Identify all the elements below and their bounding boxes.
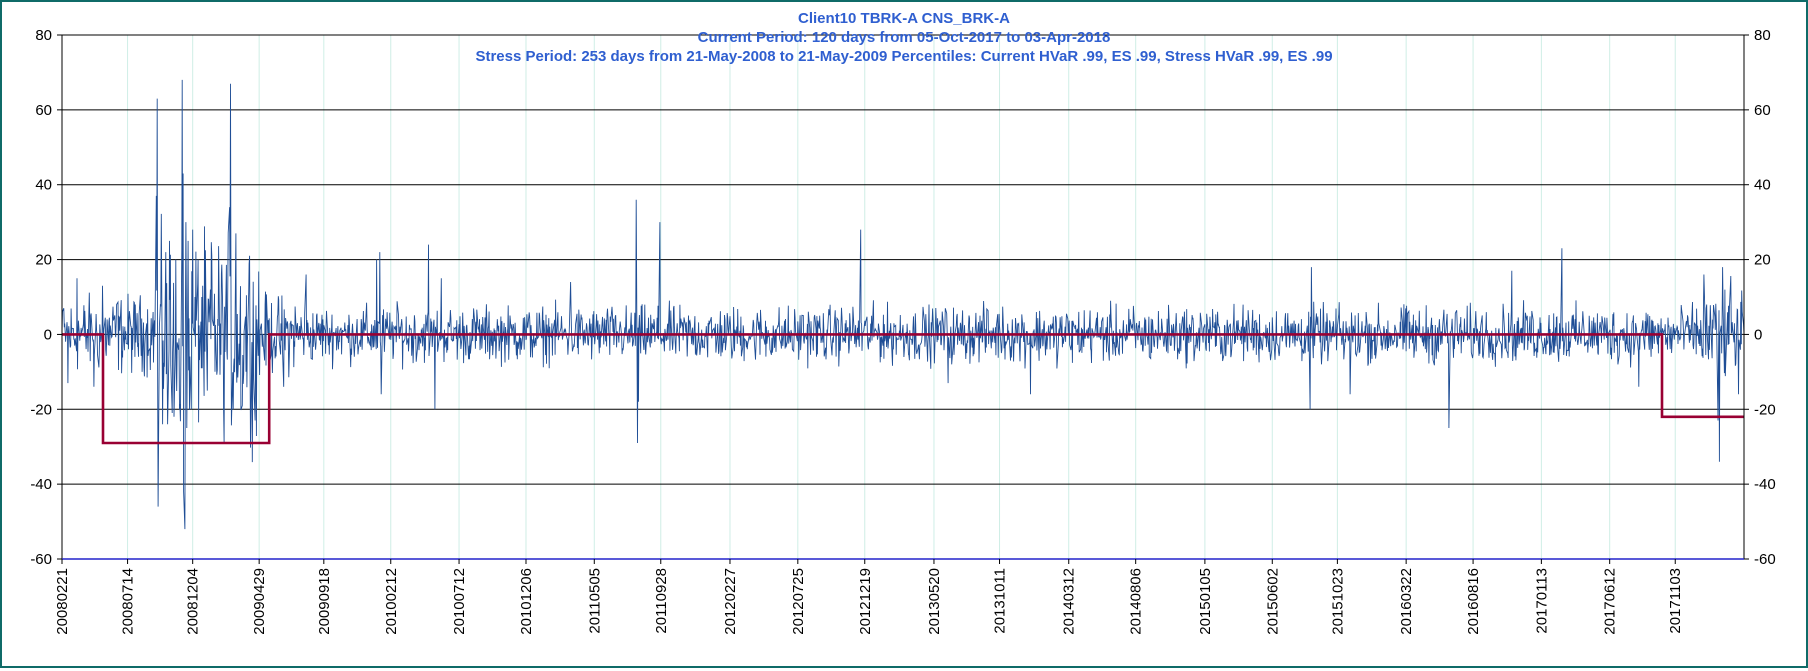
axes	[57, 34, 1749, 564]
x-axis-labels: 20080221 20080714 20081204 20090429 20090918…	[54, 568, 1684, 635]
y-axis-left-labels: -60 -40 -20 0 20 40 60 80	[30, 27, 52, 568]
x-tick-label: 20130520	[926, 568, 943, 635]
x-tick-label: 20110505	[586, 568, 603, 634]
x-tick-label: 20151023	[1329, 568, 1346, 635]
y-tick-label-right: 80	[1754, 27, 1771, 44]
stress-step-series	[62, 333, 1744, 445]
y-tick-label-right: 40	[1754, 177, 1771, 194]
y-tick-label-left: 80	[35, 27, 52, 44]
x-tick-label: 20120227	[722, 568, 739, 635]
x-tick-label: 20100712	[451, 568, 468, 635]
x-tick-label: 20090429	[251, 568, 268, 635]
stress-step-line	[62, 333, 1744, 445]
x-tick-label: 20140806	[1128, 568, 1145, 635]
x-tick-label: 20170612	[1602, 568, 1619, 635]
pnl-line	[61, 79, 1745, 530]
x-tick-label: 20160816	[1465, 568, 1482, 635]
x-tick-label: 20150602	[1264, 568, 1281, 635]
x-tick-label: 20131011	[992, 568, 1009, 634]
y-tick-label-right: -40	[1754, 476, 1776, 493]
x-tick-label: 20110928	[653, 568, 670, 634]
y-tick-label-left: 20	[35, 252, 52, 269]
x-tick-label: 20160322	[1398, 568, 1415, 635]
chart-title: Client10 TBRK-A CNS_BRK-A Current Period…	[475, 10, 1332, 65]
plot-background	[62, 35, 1744, 559]
x-tick-label: 20081204	[185, 568, 202, 635]
x-tick-label: 20080221	[54, 568, 71, 635]
y-tick-label-right: -60	[1754, 551, 1776, 568]
y-axis-right-labels: -60 -40 -20 0 20 40 60 80	[1754, 27, 1776, 568]
y-tick-label-right: 60	[1754, 102, 1771, 119]
x-tick-label: 20171103	[1667, 568, 1684, 634]
x-tick-label: 20080714	[120, 568, 137, 635]
y-tick-label-right: -20	[1754, 401, 1776, 418]
y-tick-label-right: 20	[1754, 252, 1771, 269]
chart-title-line-1: Client10 TBRK-A CNS_BRK-A	[798, 10, 1010, 27]
x-tick-label: 20121219	[857, 568, 874, 635]
chart-title-line-2: Current Period: 120 days from 05-Oct-201…	[698, 29, 1111, 46]
y-tick-label-left: -60	[30, 551, 52, 568]
x-tick-label: 20170113	[1533, 568, 1550, 634]
x-tick-label: 20120725	[790, 568, 807, 635]
x-tick-label: 20140312	[1061, 568, 1078, 635]
x-tick-label: 20090918	[316, 568, 333, 635]
plot-area	[62, 35, 1744, 559]
x-tick-label: 20100212	[383, 568, 400, 635]
y-tick-label-left: 0	[44, 326, 52, 343]
chart-title-line-3: Stress Period: 253 days from 21-May-2008…	[475, 48, 1332, 65]
x-tick-label: 20101206	[518, 568, 535, 635]
pnl-series	[61, 79, 1745, 530]
y-tick-label-left: -40	[30, 476, 52, 493]
y-tick-label-left: 60	[35, 102, 52, 119]
x-tick-label: 20150105	[1197, 568, 1214, 635]
vertical-gridlines	[127, 35, 1676, 559]
y-tick-label-left: -20	[30, 401, 52, 418]
y-tick-label-left: 40	[35, 177, 52, 194]
y-tick-label-right: 0	[1754, 326, 1762, 343]
